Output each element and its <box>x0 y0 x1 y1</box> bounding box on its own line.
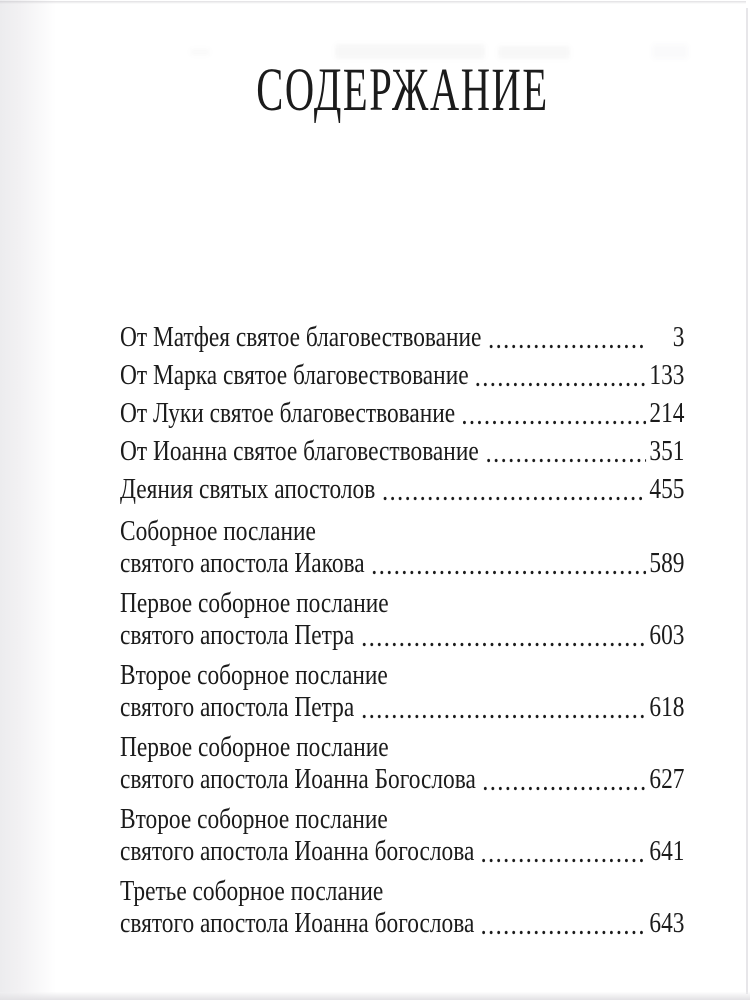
table-of-contents: От Матфея святое благовествование 3 От Мар… <box>120 322 685 944</box>
toc-entry-line: святого апостола Петра 618 <box>120 692 684 724</box>
toc-entry-line: святого апостола Иакова 589 <box>120 548 684 580</box>
toc-entry-title: От Иоанна святое благовествование <box>120 436 479 467</box>
toc-entry-line: Первое соборное послание <box>120 588 684 620</box>
toc-entry: Деяния святых апостолов 455 <box>120 474 685 506</box>
toc-entry: От Иоанна святое благовествование 351 <box>120 436 685 468</box>
page-number: 133 <box>649 360 685 391</box>
toc-entry: От Марка святое благовествование 133 <box>120 360 685 392</box>
toc-entry-title: Третье соборное послание <box>120 876 384 907</box>
toc-entry: Второе соборное послание святого апостола… <box>120 804 685 868</box>
page-edge-left-shadow <box>0 0 56 1000</box>
dot-leader <box>461 398 647 430</box>
page-number: 351 <box>649 436 685 467</box>
toc-entry-title: Второе соборное послание <box>120 804 388 835</box>
dot-leader <box>484 436 647 468</box>
show-through-text-ghost <box>498 46 570 59</box>
page-number: 589 <box>649 548 685 579</box>
page-number: 603 <box>649 620 685 651</box>
toc-entry-line: Первое соборное послание <box>120 732 684 764</box>
page-number: 618 <box>649 692 685 723</box>
toc-entry-line: Второе соборное послание <box>120 660 684 692</box>
toc-entry-title: Соборное послание <box>120 516 316 547</box>
toc-entry-line: От Луки святое благовествование 214 <box>120 398 684 430</box>
dot-leader <box>481 764 647 796</box>
page-title: СОДЕРЖАНИЕ <box>120 57 685 124</box>
toc-entry-line: Второе соборное послание <box>120 804 684 836</box>
show-through-text-ghost <box>652 44 688 59</box>
dot-leader <box>480 836 647 868</box>
toc-entry: Второе соборное послание святого апостола… <box>120 660 685 724</box>
toc-entry-title: святого апостола Петра <box>120 692 355 723</box>
toc-entry-title: От Луки святое благовествование <box>120 398 456 429</box>
toc-entry-title: святого апостола Иоанна Богослова <box>120 764 476 795</box>
toc-entry-title: Деяния святых апостолов <box>120 474 376 505</box>
toc-entry-line: Соборное послание <box>120 516 684 548</box>
toc-entry-title: Второе соборное послание <box>120 660 388 691</box>
show-through-text-ghost <box>335 44 485 59</box>
page-edge-right-shadow <box>746 8 748 994</box>
toc-entry-title: святого апостола Иоанна богослова <box>120 836 475 867</box>
dot-leader <box>360 692 647 724</box>
toc-entry-title: святого апостола Иоанна богослова <box>120 908 475 939</box>
toc-entry: От Матфея святое благовествование 3 <box>120 322 685 354</box>
page-edge-bottom-shadow <box>0 992 750 1000</box>
page-number: 627 <box>649 764 685 795</box>
page-title-text: СОДЕРЖАНИЕ <box>256 56 549 125</box>
dot-leader <box>360 620 647 652</box>
toc-entry-line: От Иоанна святое благовествование 351 <box>120 436 684 468</box>
toc-entry: Соборное послание святого апостола Иакова… <box>120 516 685 580</box>
toc-entry: Первое соборное послание святого апостола… <box>120 588 685 652</box>
toc-entry-line: От Матфея святое благовествование 3 <box>120 322 684 354</box>
dot-leader <box>370 548 647 580</box>
dot-leader <box>487 322 647 354</box>
toc-entry-line: святого апостола Иоанна богослова 641 <box>120 836 684 868</box>
dot-leader <box>474 360 647 392</box>
page-edge-top-shadow <box>0 1 746 4</box>
toc-entry: Первое соборное послание святого апостола… <box>120 732 685 796</box>
toc-entry-title: святого апостола Иакова <box>120 548 365 579</box>
show-through-text-ghost <box>190 49 210 55</box>
page-number: 214 <box>649 398 685 429</box>
toc-entry-title: От Марка святое благовествование <box>120 360 469 391</box>
toc-entry-title: От Матфея святое благовествование <box>120 322 482 353</box>
toc-entry-title: Первое соборное послание <box>120 732 389 763</box>
page-number: 455 <box>649 474 685 505</box>
toc-entry-title: Первое соборное послание <box>120 588 389 619</box>
page-number: 3 <box>672 322 685 353</box>
toc-entry-line: Третье соборное послание <box>120 876 684 908</box>
toc-entry-line: святого апостола Иоанна Богослова 627 <box>120 764 684 796</box>
dot-leader <box>480 908 647 940</box>
toc-entry: От Луки святое благовествование 214 <box>120 398 685 430</box>
toc-entry: Третье соборное послание святого апостола… <box>120 876 685 940</box>
toc-entry-line: святого апостола Иоанна богослова 643 <box>120 908 684 940</box>
page-number: 643 <box>649 908 685 939</box>
toc-entry-title: святого апостола Петра <box>120 620 355 651</box>
toc-entry-line: Деяния святых апостолов 455 <box>120 474 684 506</box>
toc-entry-line: святого апостола Петра 603 <box>120 620 684 652</box>
page-number: 641 <box>649 836 685 867</box>
dot-leader <box>381 474 647 506</box>
toc-entry-line: От Марка святое благовествование 133 <box>120 360 684 392</box>
